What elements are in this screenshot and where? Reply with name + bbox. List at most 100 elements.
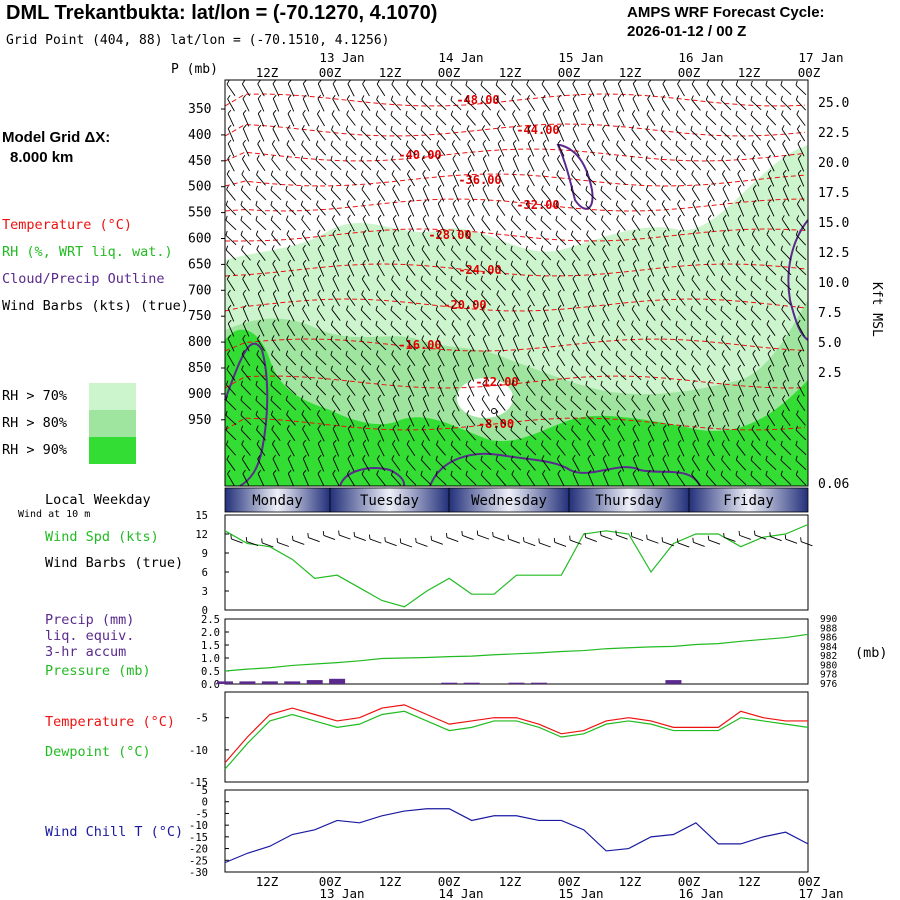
wind-barb xyxy=(572,79,580,97)
wind-barb xyxy=(390,470,401,486)
date-label: 15 Jan xyxy=(558,50,603,65)
wind-barb xyxy=(600,350,612,366)
wind-barb xyxy=(632,274,640,292)
wind-barb xyxy=(765,290,777,306)
wind-speed-panel-tick-label: 12 xyxy=(195,529,208,541)
wind-barb xyxy=(422,214,430,232)
wind-barb xyxy=(691,365,701,381)
wind-barb xyxy=(795,80,807,96)
weekday-segment xyxy=(448,487,570,513)
wind-barb xyxy=(587,274,595,292)
wind-barb xyxy=(466,410,476,426)
wind-barb xyxy=(570,185,582,201)
wind-barb xyxy=(720,305,732,321)
wind-barb xyxy=(435,305,447,321)
wind-barb xyxy=(421,140,431,156)
surface-wind-barb xyxy=(677,538,690,548)
date-label: 16 Jan xyxy=(678,50,723,65)
height-tick-label: 2.5 xyxy=(818,366,841,381)
wind-barb xyxy=(795,245,807,261)
wind-barb xyxy=(451,230,461,246)
precip-bar xyxy=(508,682,525,684)
wind-barb xyxy=(692,229,700,247)
wind-barb xyxy=(585,410,597,426)
wind-barb xyxy=(495,410,507,426)
wind-barb xyxy=(721,455,731,471)
wind-barb xyxy=(735,305,747,321)
wind-barb xyxy=(331,395,341,412)
wind-barb xyxy=(256,334,266,352)
pressure-right-tick-label: 986 xyxy=(820,633,837,644)
wind-barb xyxy=(751,245,761,261)
liq-equiv-label: liq. equiv. xyxy=(45,628,135,644)
wind-barb xyxy=(765,95,777,111)
wind-barb xyxy=(497,319,505,337)
wind-barb xyxy=(601,410,611,426)
surface-wind-barb xyxy=(276,537,289,547)
wind-barb xyxy=(586,245,596,262)
wind-barb xyxy=(527,154,535,172)
wind-chill-panel-tick-label: 5 xyxy=(202,785,208,797)
wind-barb xyxy=(570,215,582,231)
wind-barb xyxy=(767,184,775,202)
wind-barb xyxy=(331,289,341,307)
wind-barb xyxy=(241,260,251,277)
wind-barb xyxy=(676,380,686,397)
wind-barb xyxy=(645,335,657,351)
wind-barb xyxy=(600,170,612,186)
wind-barb xyxy=(767,394,775,412)
precip-panel-tick-label: 1.5 xyxy=(201,640,220,652)
wind-barb xyxy=(555,425,567,441)
wind-barb xyxy=(420,305,432,321)
wind-barb xyxy=(482,169,490,187)
wind-barb xyxy=(332,469,340,487)
wind-barb xyxy=(735,125,747,141)
surface-wind-barb xyxy=(738,530,751,540)
wind-barb xyxy=(676,185,686,201)
wind-barb xyxy=(767,154,775,172)
wind-barb xyxy=(481,410,491,426)
pressure-right-tick-label: 990 xyxy=(820,614,837,625)
wind-barb xyxy=(571,245,581,261)
wind-barb xyxy=(526,365,536,382)
wind-barb xyxy=(630,170,642,186)
wind-barb xyxy=(707,244,715,262)
wind-barb xyxy=(392,214,400,232)
wind-speed-label: Wind Spd (kts) xyxy=(45,529,159,545)
wind-barb xyxy=(571,440,581,457)
wind-barb xyxy=(480,245,492,261)
wind-barb xyxy=(570,230,582,246)
surface-wind-barb xyxy=(507,534,520,544)
wind-barb xyxy=(616,140,626,156)
wind-barb xyxy=(705,470,717,486)
wind-barb xyxy=(272,109,280,127)
wind-barb xyxy=(435,260,447,276)
wind-barb xyxy=(707,394,715,412)
wind-barb xyxy=(795,95,807,111)
accum-label: 3-hr accum xyxy=(45,644,127,660)
wind-barb xyxy=(631,200,641,216)
wind-chill-panel-tick-label: -10 xyxy=(189,820,208,832)
wind-barb xyxy=(735,290,747,306)
time-tick-label: 12Z xyxy=(738,65,761,80)
wind-barb xyxy=(587,469,595,487)
wind-barb xyxy=(406,350,416,367)
wind-barb xyxy=(615,335,626,351)
grid-point-label: Grid Point (404, 88) lat/lon = (-70.1510… xyxy=(6,33,390,48)
wind-barb xyxy=(735,455,747,471)
wind-barb xyxy=(392,439,400,457)
wind-barb xyxy=(450,245,461,261)
wind-barb xyxy=(315,335,327,351)
wind-barb xyxy=(677,394,685,412)
wind-barb xyxy=(240,200,252,216)
wind-barb xyxy=(752,409,760,427)
rh80-label: RH > 80% xyxy=(2,415,68,431)
wind-barb xyxy=(691,80,701,97)
wind-barb xyxy=(241,350,251,367)
wind-barb xyxy=(360,125,372,141)
wind-barb xyxy=(272,274,280,292)
surface-wind-barb xyxy=(415,537,428,547)
wind-barb xyxy=(437,154,445,172)
wind-barb xyxy=(391,350,401,366)
wind-barb xyxy=(467,379,475,397)
